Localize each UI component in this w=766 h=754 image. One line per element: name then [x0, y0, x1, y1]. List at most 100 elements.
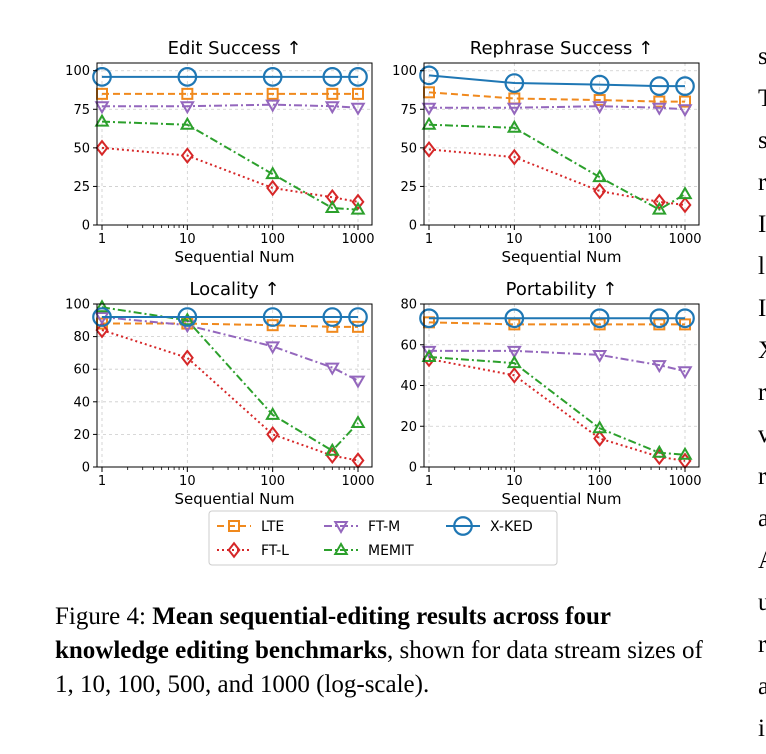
marker-circle: [419, 65, 439, 86]
marker-triangle-up: [94, 299, 110, 313]
marker-diamond: [266, 426, 280, 443]
tick-label-y: 80: [400, 298, 417, 313]
marker-triangle-down: [592, 101, 608, 115]
tick-label-x: 100: [260, 232, 285, 247]
marker-diamond: [422, 141, 436, 158]
right-column-glyph: A: [758, 544, 766, 586]
series-line-ft-m: [101, 316, 359, 382]
tick-label-x: 1000: [341, 474, 374, 489]
marker-circle: [649, 308, 670, 329]
right-column-glyph: s: [758, 43, 766, 70]
series-line-lte: [428, 91, 685, 103]
marker-diamond: [180, 349, 194, 367]
marker-triangle-up: [592, 169, 608, 183]
plot-frame: [423, 62, 700, 226]
chart-panel: 0 25 50 75 100 1 10 100 1000 Sequential Num Rephra…: [392, 38, 701, 266]
marker-square: [228, 520, 240, 532]
caption-bold: Mean sequential-editing results across f…: [55, 603, 611, 664]
marker-circle: [589, 308, 610, 329]
panel-title: Rephrase Success ↑: [470, 38, 653, 59]
chart-panel: 0 20 40 60 80 100 1 10 100 1000 Sequential Num Loca…: [65, 279, 374, 508]
tick-label-x: 10: [506, 232, 523, 247]
marker-triangle-up: [350, 414, 366, 428]
tick-label-x: 1: [98, 232, 106, 247]
marker-triangle-down: [677, 104, 693, 118]
right-column-glyph: i: [758, 715, 765, 742]
marker-triangle-down: [350, 375, 366, 389]
marker-triangle-down: [592, 349, 608, 363]
marker-circle: [589, 74, 610, 95]
right-column-glyph: I: [758, 211, 766, 238]
chart-panel: 0 20 40 60 80 1 10 100 1000 Sequential Num Portabi…: [400, 279, 701, 508]
marker-diamond: [507, 148, 521, 166]
marker-triangle-up: [179, 116, 195, 130]
marker-circle: [348, 307, 368, 327]
marker-square: [266, 87, 279, 100]
marker-circle: [675, 76, 695, 96]
marker-circle: [504, 308, 525, 329]
marker-circle: [322, 307, 343, 327]
tick-label-y: 100: [65, 298, 90, 313]
tick-label-y: 0: [82, 461, 90, 476]
marker-diamond: [325, 447, 339, 464]
marker-triangle-down: [421, 102, 437, 116]
tick-label-y: 50: [400, 141, 417, 156]
series-line-memit: [101, 120, 359, 211]
tick-label-x: 10: [179, 232, 196, 247]
marker-triangle-up: [677, 446, 693, 460]
marker-triangle-down: [333, 521, 349, 535]
right-column-glyph: l: [758, 253, 765, 280]
marker-triangle-up: [651, 201, 667, 215]
right-column-glyph: r: [758, 463, 766, 490]
series-line-ft-m: [102, 103, 359, 109]
marker-diamond: [95, 321, 109, 339]
marker-circle: [262, 307, 283, 327]
tick-label-y: 75: [73, 103, 90, 118]
clipped-right-column-text: sTsrIlIXrvraAurai: [758, 40, 766, 754]
marker-square: [593, 94, 606, 107]
tick-label-y: 80: [73, 330, 90, 345]
tick-label-x: 1: [425, 232, 433, 247]
marker-triangle-down: [179, 101, 195, 115]
series-line-memit: [428, 123, 686, 211]
legend-label: LTE: [261, 519, 284, 535]
series-line-x-ked: [428, 74, 685, 88]
marker-triangle-up: [506, 355, 522, 369]
marker-triangle-up: [324, 200, 340, 214]
marker-triangle-up: [265, 166, 281, 180]
marker-triangle-down: [651, 360, 667, 374]
legend-label: X-KED: [490, 519, 533, 535]
legend-label: FT-M: [368, 519, 400, 535]
panel-title: Locality ↑: [189, 279, 279, 300]
series-line-memit: [101, 306, 359, 452]
tick-label-x: 1: [98, 474, 106, 489]
right-column-glyph: r: [758, 169, 766, 196]
tick-label-y: 40: [73, 395, 90, 410]
x-axis-label: Sequential Num: [174, 490, 294, 508]
marker-square: [352, 320, 364, 333]
tick-label-y: 75: [400, 103, 417, 118]
tick-label-y: 60: [73, 363, 90, 378]
marker-diamond: [593, 182, 607, 200]
marker-triangle-up: [94, 113, 110, 127]
legend-box: [208, 510, 558, 566]
tick-label-x: 1000: [341, 232, 374, 247]
tick-label-x: 100: [260, 474, 285, 489]
tick-label-y: 100: [392, 64, 417, 79]
tick-label-x: 1: [425, 474, 433, 489]
marker-square: [352, 87, 364, 100]
marker-square: [181, 87, 194, 100]
marker-triangle-up: [265, 406, 281, 420]
series-line-ft-m: [429, 105, 686, 111]
marker-circle: [504, 73, 525, 93]
series-line-ft-l: [101, 329, 359, 462]
chart-panel: 0 25 50 75 100 1 10 100 1000 Sequential Num Edit S…: [65, 38, 374, 266]
marker-square: [326, 87, 339, 100]
right-column-glyph: I: [758, 295, 766, 322]
marker-circle: [675, 308, 695, 329]
right-column-glyph: X: [758, 334, 766, 376]
tick-label-x: 10: [179, 474, 196, 489]
tick-label-x: 1000: [668, 232, 701, 247]
tick-label-y: 25: [400, 180, 417, 195]
marker-triangle-up: [677, 186, 693, 200]
